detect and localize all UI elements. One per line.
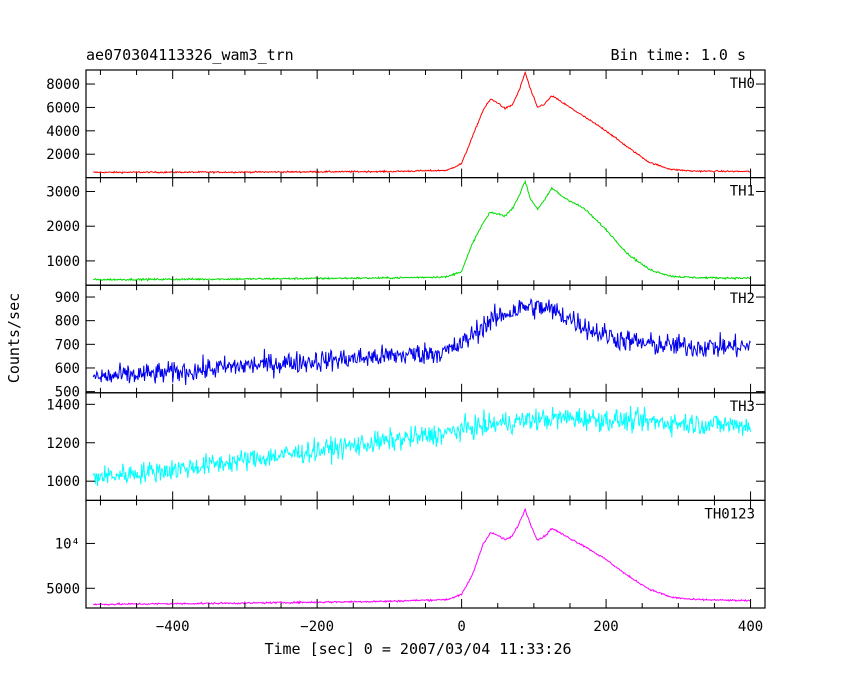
- x-tick-label: 400: [738, 619, 763, 635]
- x-axis: −400 −200 0 200 400: [156, 619, 763, 635]
- y-tick-label: 700: [55, 337, 80, 353]
- x-tick-label: 200: [593, 619, 618, 635]
- panel-th0: TH0 2000 4000 6000 8000: [46, 69, 766, 179]
- y-tick-label: 600: [55, 361, 80, 377]
- panel-frame-th0: [85, 69, 766, 179]
- x-tick-label: −200: [300, 619, 334, 635]
- series-th3: [92, 405, 752, 487]
- y-tick-label: 800: [55, 314, 80, 330]
- x-tick-label: −400: [156, 619, 190, 635]
- y-tick-label: 1200: [46, 436, 80, 452]
- panel-frame-th0123: [85, 499, 766, 609]
- y-tick-label: 900: [55, 290, 80, 306]
- panel-frame-th1: [85, 177, 766, 286]
- panel-frame-th2: [85, 284, 766, 394]
- panel-th3: TH3 1000 1200 1400: [46, 392, 766, 501]
- y-tick-label: 5000: [46, 581, 80, 597]
- series-th2: [92, 297, 752, 386]
- panel-th2: TH2 500 600 700 800 900: [55, 284, 766, 401]
- series-th1: [93, 179, 751, 282]
- x-axis-label: Time [sec] 0 = 2007/03/04 11:33:26: [264, 640, 571, 658]
- bin-time-label: Bin time: 1.0 s: [611, 46, 746, 64]
- panel-label-th1: TH1: [730, 184, 755, 200]
- y-tick-label: 500: [55, 385, 80, 401]
- panel-label-th2: TH2: [730, 291, 755, 307]
- series-th0: [93, 70, 751, 175]
- y-tick-label: 6000: [46, 100, 80, 116]
- x-tick-label: 0: [457, 619, 465, 635]
- series-th0123: [93, 507, 751, 606]
- panel-th1: TH1 1000 2000 3000: [46, 177, 766, 286]
- panel-th0123: TH0123 5000 10⁴: [46, 499, 766, 609]
- panel-label-th3: TH3: [730, 399, 755, 415]
- y-tick-label: 8000: [46, 77, 80, 93]
- y-axis-label: Counts/sec: [5, 293, 23, 383]
- panel-label-th0123: TH0123: [704, 506, 755, 522]
- y-tick-label: 1000: [46, 254, 80, 270]
- chart-title: ae070304113326_wam3_trn: [86, 46, 294, 64]
- panel-label-th0: TH0: [730, 76, 755, 92]
- y-tick-label: 10⁴: [55, 536, 80, 552]
- panels-group: TH0 2000 4000 6000 8000 TH1 1000 2000 3000 TH2 500…: [46, 69, 766, 609]
- y-tick-label: 3000: [46, 184, 80, 200]
- y-tick-label: 1400: [46, 397, 80, 413]
- y-tick-label: 2000: [46, 147, 80, 163]
- y-tick-label: 4000: [46, 124, 80, 140]
- y-tick-label: 1000: [46, 474, 80, 490]
- y-tick-label: 2000: [46, 219, 80, 235]
- panel-frame-th3: [85, 392, 766, 501]
